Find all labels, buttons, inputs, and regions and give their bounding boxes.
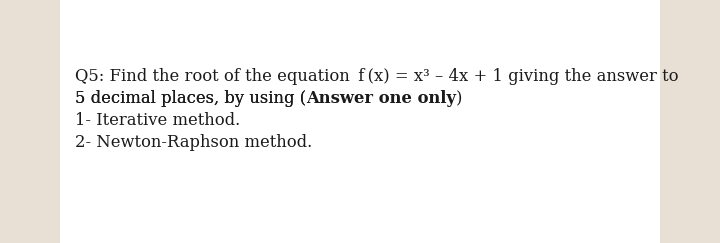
Text: ): ) xyxy=(456,90,462,107)
Text: Q5: Find the root of the equation  f (x) = x³ – 4x + 1 giving the answer to: Q5: Find the root of the equation f (x) … xyxy=(75,68,678,85)
Text: 5 decimal places, by using (: 5 decimal places, by using ( xyxy=(75,90,306,107)
Text: 1- Iterative method.: 1- Iterative method. xyxy=(75,112,240,129)
Text: 2- Newton-Raphson method.: 2- Newton-Raphson method. xyxy=(75,134,312,151)
Text: Answer one only: Answer one only xyxy=(306,90,456,107)
Text: 5 decimal places, by using (: 5 decimal places, by using ( xyxy=(75,90,306,107)
Bar xyxy=(60,0,660,243)
